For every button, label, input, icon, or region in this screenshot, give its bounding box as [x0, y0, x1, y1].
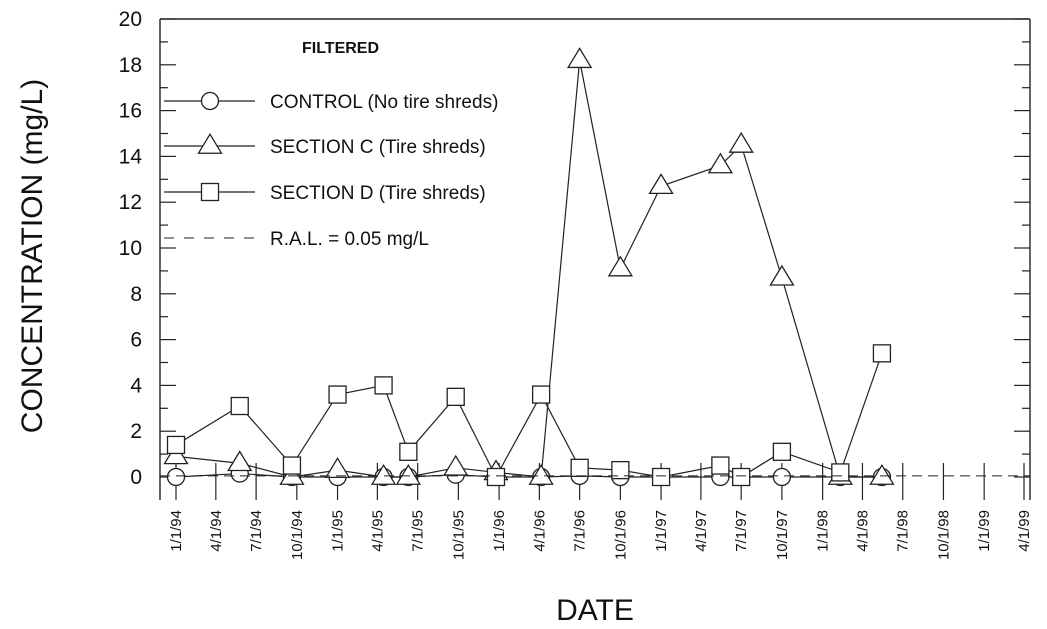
square-marker — [711, 456, 730, 475]
x-tick-label: 4/1/96 — [531, 510, 548, 552]
x-tick-label: 4/1/99 — [1016, 510, 1033, 552]
y-axis-ticks: 0 2 4 6 8 10 12 14 16 18 20 — [119, 8, 1030, 489]
x-tick-label: 1/1/98 — [815, 510, 832, 552]
legend-title: FILTERED — [302, 40, 379, 57]
triangle-marker — [648, 173, 674, 195]
y-tick-label: 8 — [130, 283, 142, 306]
x-tick-label: 4/1/94 — [208, 510, 225, 552]
square-marker — [772, 442, 792, 461]
square-marker — [531, 385, 551, 404]
triangle-marker — [395, 463, 422, 485]
y-tick-label: 2 — [130, 420, 142, 443]
x-tick-label: 10/1/98 — [935, 510, 952, 560]
square-marker — [200, 182, 220, 202]
x-tick-label: 10/1/97 — [774, 510, 791, 560]
legend: FILTERED CONTROL (No tire shreds) SECTION… — [164, 40, 498, 250]
y-tick-label: 4 — [130, 374, 142, 397]
square-marker — [230, 396, 249, 416]
triangle-marker — [279, 463, 305, 485]
square-marker — [486, 467, 506, 487]
square-marker — [872, 344, 892, 363]
x-axis-title: DATE — [556, 594, 634, 627]
series-layer — [160, 47, 1030, 487]
y-axis-title: CONCENTRATION (mg/L) — [16, 79, 49, 433]
x-axis-ticks: 1/1/94 4/1/94 7/1/94 10/1/94 1/1/95 4/1/95 7/1… — [168, 463, 1033, 560]
circle-marker — [200, 91, 220, 111]
square-marker — [374, 376, 393, 395]
x-tick-label: 10/1/94 — [289, 510, 306, 560]
x-tick-label: 10/1/96 — [612, 510, 629, 560]
triangle-marker — [707, 152, 734, 174]
triangle-marker — [324, 457, 351, 479]
triangle-marker — [728, 131, 754, 153]
x-tick-label: 1/1/96 — [491, 510, 508, 552]
legend-label: SECTION D (Tire shreds) — [270, 183, 486, 204]
plot-frame — [159, 18, 1031, 500]
y-tick-label: 18 — [119, 54, 142, 77]
series-line — [175, 60, 882, 478]
triangle-marker — [528, 463, 554, 485]
triangle-marker — [607, 255, 634, 277]
triangle-marker — [163, 443, 189, 465]
x-tick-label: 7/1/94 — [248, 510, 265, 552]
x-tick-label: 1/1/99 — [976, 510, 993, 552]
triangle-marker — [197, 132, 223, 154]
y-tick-label: 20 — [119, 8, 142, 31]
square-marker — [328, 385, 347, 404]
x-tick-label: 4/1/97 — [693, 510, 710, 552]
y-tick-label: 14 — [119, 145, 143, 168]
square-marker — [166, 435, 186, 455]
y-tick-label: 6 — [130, 329, 142, 352]
legend-label: R.A.L. = 0.05 mg/L — [270, 229, 429, 250]
triangle-marker — [769, 264, 795, 286]
circle-marker — [166, 467, 186, 487]
x-tick-label: 4/1/98 — [854, 510, 871, 552]
x-tick-label: 1/1/97 — [653, 510, 670, 552]
triangle-marker — [370, 463, 397, 485]
square-marker — [831, 463, 850, 482]
triangle-marker — [443, 454, 469, 476]
x-tick-label: 7/1/97 — [733, 510, 750, 552]
y-tick-label: 12 — [119, 191, 142, 214]
x-tick-label: 10/1/95 — [450, 510, 467, 560]
square-marker — [732, 467, 751, 487]
triangle-marker — [227, 450, 253, 472]
x-tick-label: 1/1/95 — [330, 510, 347, 552]
y-tick-label: 0 — [130, 466, 142, 489]
square-marker — [611, 460, 630, 480]
square-marker — [446, 387, 465, 407]
square-marker — [570, 458, 589, 477]
y-tick-label: 10 — [119, 237, 142, 260]
x-tick-label: 4/1/95 — [369, 510, 386, 552]
legend-label: SECTION C (Tire shreds) — [270, 137, 486, 158]
x-tick-label: 7/1/95 — [410, 510, 427, 552]
square-marker — [651, 467, 671, 487]
x-tick-label: 1/1/94 — [168, 510, 185, 552]
square-marker — [282, 456, 302, 475]
x-tick-label: 7/1/98 — [895, 510, 912, 552]
square-marker — [399, 442, 418, 461]
y-tick-label: 16 — [119, 100, 142, 123]
triangle-marker — [566, 47, 593, 69]
circle-marker — [772, 467, 792, 487]
x-tick-label: 7/1/96 — [572, 510, 589, 552]
legend-label: CONTROL (No tire shreds) — [270, 92, 498, 113]
triangle-marker — [869, 463, 895, 485]
